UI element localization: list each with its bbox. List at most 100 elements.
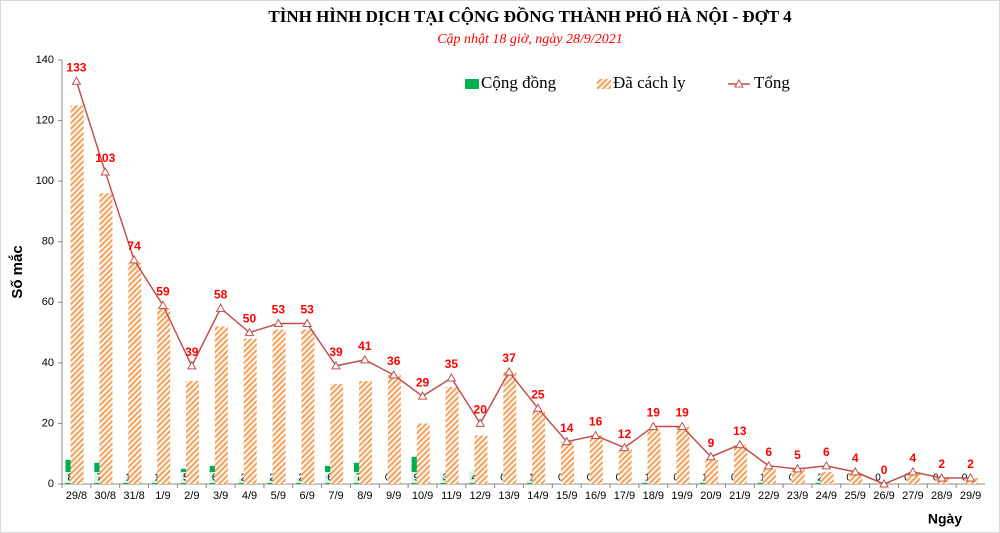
community-label: 0 — [933, 473, 939, 484]
community-label-box — [180, 472, 192, 483]
y-axis-label: Số mắc — [8, 245, 26, 298]
total-marker — [186, 360, 197, 370]
legend-swatch — [465, 79, 479, 89]
x-tick-label: 13/9 — [498, 490, 519, 502]
community-label: 0 — [558, 473, 564, 484]
community-label-box — [843, 472, 855, 483]
legend-label: Cộng đồng — [481, 73, 557, 92]
community-label-box — [670, 472, 682, 483]
community-label: 9 — [414, 473, 420, 484]
x-tick-label: 15/9 — [556, 490, 577, 502]
community-label: 1 — [154, 473, 160, 484]
community-label: 1 — [702, 473, 708, 484]
community-label-box — [699, 472, 711, 483]
isolated-bar — [647, 429, 661, 484]
community-label-box — [382, 472, 394, 483]
total-marker — [648, 421, 659, 430]
community-label: 7 — [356, 473, 362, 484]
total-marker — [417, 391, 428, 400]
total-marker — [475, 418, 486, 427]
community-label-box — [930, 472, 942, 483]
isolated-bar — [705, 459, 719, 484]
total-label: 9 — [708, 436, 715, 450]
community-label: 6 — [327, 473, 333, 484]
x-tick-label: 28/9 — [931, 490, 952, 502]
total-marker — [706, 451, 716, 461]
community-label: 6 — [212, 473, 218, 484]
isolated-bar — [762, 468, 776, 484]
community-label: 0 — [673, 473, 679, 484]
community-label-box — [237, 472, 249, 483]
isolated-bar — [272, 329, 286, 484]
community-label: 0 — [731, 473, 737, 484]
community-label: 4 — [471, 473, 477, 484]
total-label: 6 — [823, 445, 830, 459]
community-label: 1 — [644, 473, 650, 484]
x-tick-label: 6/9 — [300, 490, 315, 502]
x-tick-label: 8/9 — [357, 490, 372, 502]
isolated-bar — [734, 444, 748, 484]
x-tick-label: 26/9 — [873, 490, 894, 502]
x-tick-label: 16/9 — [585, 490, 606, 502]
x-tick-label: 12/9 — [470, 490, 491, 502]
x-tick-label: 4/9 — [242, 490, 257, 502]
total-label: 37 — [502, 351, 516, 365]
total-label: 74 — [127, 239, 141, 253]
isolated-bar — [445, 387, 459, 484]
community-label-box — [266, 472, 278, 483]
y-tick-label: 40 — [42, 357, 54, 369]
community-label: 2 — [270, 473, 276, 484]
community-label-box — [497, 472, 509, 483]
total-label: 53 — [272, 303, 286, 317]
total-marker — [561, 436, 572, 446]
total-marker — [71, 76, 82, 85]
total-label: 39 — [185, 345, 199, 359]
x-tick-label: 17/9 — [614, 490, 635, 502]
isolated-bar — [618, 447, 632, 484]
total-label: 39 — [329, 345, 343, 359]
total-marker — [504, 366, 514, 376]
x-tick-label: 3/9 — [213, 490, 228, 502]
total-marker — [908, 466, 918, 476]
total-marker — [792, 463, 803, 473]
community-label-box — [295, 472, 307, 483]
total-label: 36 — [387, 354, 401, 368]
community-label-box — [641, 472, 653, 483]
total-marker — [244, 327, 255, 337]
community-label-box — [151, 472, 163, 483]
isolated-bar — [532, 411, 546, 484]
community-label-box — [468, 472, 480, 483]
isolated-bar — [330, 384, 344, 484]
x-tick-label: 20/9 — [700, 490, 721, 502]
community-label-box — [209, 472, 221, 483]
legend-marker — [734, 78, 744, 88]
total-marker — [619, 442, 630, 452]
total-label: 59 — [156, 284, 170, 298]
community-label: 0 — [587, 473, 593, 484]
x-tick-label: 21/9 — [729, 490, 750, 502]
x-tick-label: 22/9 — [758, 490, 779, 502]
y-tick-label: 80 — [42, 236, 54, 248]
x-tick-label: 29/9 — [960, 490, 981, 502]
x-tick-label: 5/9 — [271, 490, 286, 502]
community-label: 8 — [68, 473, 74, 484]
total-label: 35 — [445, 357, 459, 371]
community-label-box — [612, 472, 624, 483]
community-label-box — [757, 472, 769, 483]
total-label: 103 — [95, 151, 115, 165]
community-label: 5 — [183, 473, 189, 484]
isolated-bar — [70, 105, 84, 484]
isolated-bar — [214, 326, 228, 484]
y-tick-label: 20 — [42, 417, 54, 429]
x-tick-label: 7/9 — [328, 490, 343, 502]
total-marker — [677, 421, 688, 430]
y-tick-label: 60 — [42, 296, 54, 308]
isolated-bar — [157, 308, 171, 484]
legend-label: Tổng — [754, 73, 790, 92]
x-tick-label: 9/9 — [386, 490, 401, 502]
isolated-bar — [560, 441, 574, 484]
community-label-box — [901, 472, 913, 483]
x-tick-label: 18/9 — [643, 490, 664, 502]
isolated-bar — [820, 471, 834, 484]
community-label: 7 — [96, 473, 102, 484]
